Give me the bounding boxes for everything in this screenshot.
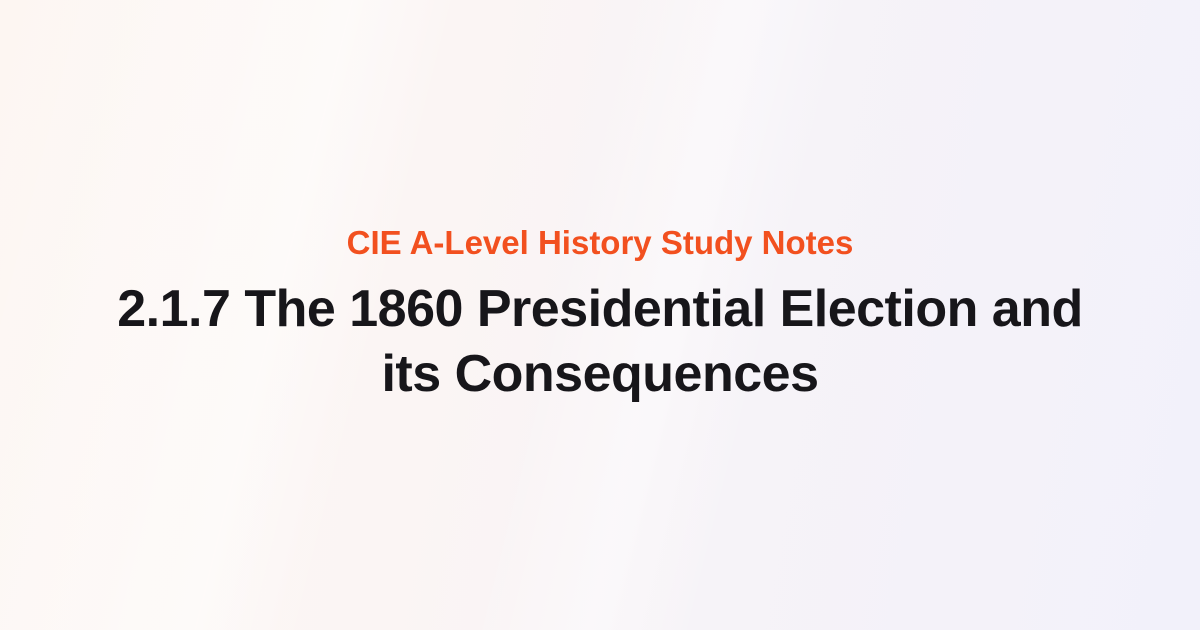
page-title-line-2: its Consequences <box>381 344 819 403</box>
page-title-line-1: 2.1.7 The 1860 Presidential Election and <box>117 279 1083 338</box>
eyebrow-label: CIE A-Level History Study Notes <box>346 224 854 262</box>
page-title: 2.1.7 The 1860 Presidential Election and… <box>117 277 1083 407</box>
